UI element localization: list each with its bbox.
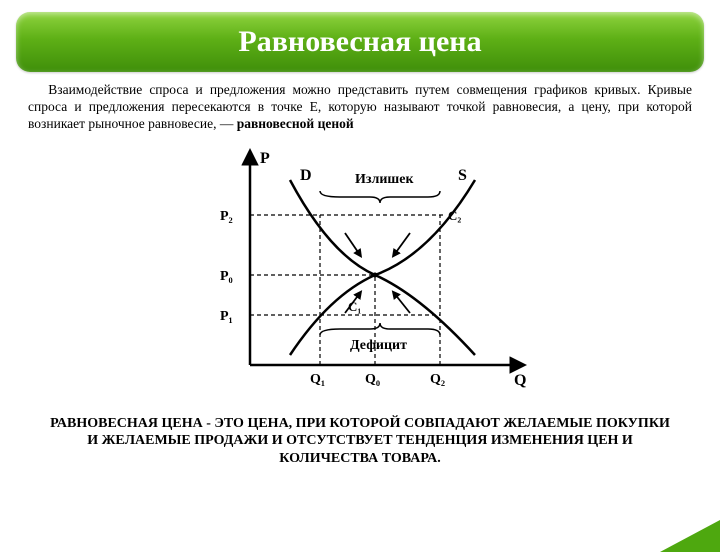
svg-text:P₁: P₁ xyxy=(220,309,233,324)
svg-text:P: P xyxy=(260,150,270,167)
intro-bold: равновесной ценой xyxy=(237,116,354,131)
title-banner: Равновесная цена xyxy=(16,12,704,72)
page-title: Равновесная цена xyxy=(238,25,481,59)
svg-text:Излишек: Излишек xyxy=(355,172,414,187)
corner-accent xyxy=(660,520,720,552)
intro-text: Взаимодействие спроса и предложения можн… xyxy=(28,82,692,131)
svg-text:Q: Q xyxy=(514,372,526,389)
svg-text:D: D xyxy=(300,167,312,184)
definition-bold: РАВНОВЕСНАЯ ЦЕНА xyxy=(50,416,203,431)
svg-text:Q₁: Q₁ xyxy=(310,372,325,387)
svg-text:P₂: P₂ xyxy=(220,209,233,224)
svg-text:C₂: C₂ xyxy=(448,208,461,223)
intro-paragraph: Взаимодействие спроса и предложения можн… xyxy=(28,82,692,133)
chart-container: PQP₂P₀P₁Q₁Q₀Q₂DSИзлишекДефицитC₁C₂ xyxy=(0,135,720,405)
svg-text:Q₂: Q₂ xyxy=(430,372,445,387)
equilibrium-chart: PQP₂P₀P₁Q₁Q₀Q₂DSИзлишекДефицитC₁C₂ xyxy=(180,135,540,405)
svg-text:Q₀: Q₀ xyxy=(365,372,380,387)
svg-text:Дефицит: Дефицит xyxy=(350,338,407,353)
svg-text:P₀: P₀ xyxy=(220,269,233,284)
svg-text:S: S xyxy=(458,167,467,184)
definition-paragraph: РАВНОВЕСНАЯ ЦЕНА - ЭТО ЦЕНА, ПРИ КОТОРОЙ… xyxy=(50,415,670,468)
